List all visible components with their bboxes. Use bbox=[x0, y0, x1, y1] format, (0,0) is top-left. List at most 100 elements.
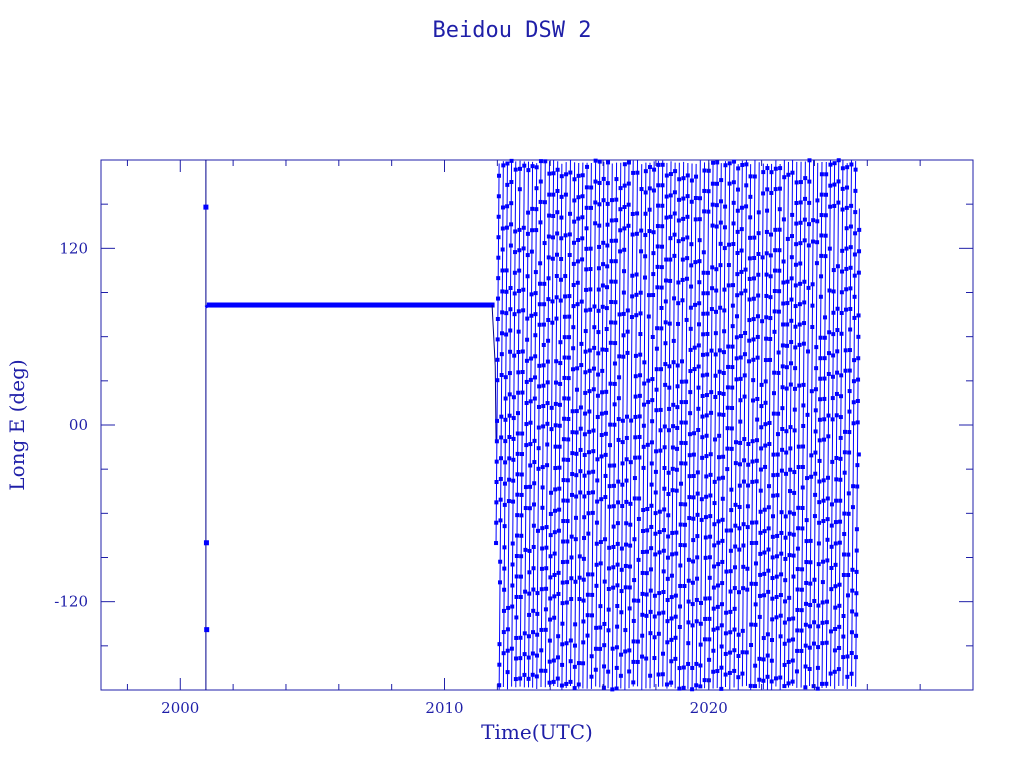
data-point bbox=[798, 200, 803, 205]
data-point bbox=[827, 246, 832, 251]
data-point bbox=[562, 416, 567, 421]
data-point bbox=[727, 181, 732, 186]
data-point bbox=[737, 526, 742, 531]
data-point bbox=[674, 551, 679, 556]
data-point bbox=[712, 543, 717, 548]
data-point bbox=[535, 653, 539, 658]
data-point bbox=[501, 630, 506, 635]
data-point bbox=[495, 337, 500, 342]
data-point bbox=[515, 533, 520, 538]
data-point bbox=[717, 391, 722, 396]
data-point bbox=[609, 198, 614, 203]
data-point bbox=[504, 268, 509, 273]
data-point bbox=[612, 402, 617, 407]
data-point bbox=[633, 414, 638, 419]
data-point bbox=[540, 546, 545, 551]
data-point bbox=[588, 246, 593, 251]
data-point bbox=[583, 349, 588, 354]
data-point bbox=[780, 385, 785, 390]
x-tick-label: 2010 bbox=[425, 699, 463, 717]
data-point bbox=[626, 223, 631, 228]
data-point bbox=[729, 508, 734, 513]
data-point bbox=[572, 686, 577, 691]
data-point bbox=[691, 495, 696, 500]
data-point bbox=[624, 435, 629, 440]
data-point bbox=[697, 259, 702, 264]
data-point bbox=[825, 558, 830, 563]
data-point bbox=[695, 555, 700, 560]
data-point bbox=[611, 544, 616, 549]
data-point bbox=[824, 640, 829, 645]
data-point bbox=[603, 537, 608, 542]
data-point bbox=[541, 383, 546, 388]
data-point bbox=[516, 350, 521, 355]
data-point bbox=[555, 655, 560, 660]
data-point bbox=[497, 683, 502, 688]
data-point bbox=[826, 434, 831, 439]
data-point bbox=[838, 456, 843, 461]
data-point bbox=[747, 276, 752, 281]
data-point bbox=[815, 198, 820, 203]
data-point bbox=[812, 620, 817, 625]
data-point bbox=[811, 684, 816, 689]
data-point bbox=[554, 273, 559, 278]
data-point bbox=[509, 222, 514, 227]
data-point bbox=[702, 168, 707, 173]
data-point bbox=[818, 356, 823, 361]
data-point bbox=[727, 161, 732, 166]
data-point bbox=[495, 378, 500, 383]
data-point bbox=[709, 348, 714, 353]
data-point bbox=[544, 525, 549, 530]
data-point bbox=[772, 288, 777, 293]
data-point bbox=[698, 684, 703, 689]
data-point bbox=[575, 302, 580, 307]
data-point bbox=[674, 467, 679, 472]
data-point bbox=[507, 392, 512, 397]
data-point bbox=[689, 178, 694, 183]
data-point bbox=[834, 455, 839, 460]
data-point bbox=[606, 628, 611, 633]
data-point bbox=[589, 654, 594, 659]
data-point bbox=[545, 442, 550, 447]
data-point bbox=[723, 631, 728, 636]
data-point bbox=[573, 537, 578, 542]
data-point bbox=[669, 616, 674, 621]
data-point bbox=[723, 163, 728, 168]
data-point bbox=[502, 502, 507, 507]
data-point bbox=[718, 305, 723, 310]
data-point bbox=[539, 668, 544, 673]
data-point bbox=[605, 181, 610, 186]
data-point bbox=[681, 216, 686, 221]
data-point bbox=[652, 656, 657, 661]
data-point bbox=[520, 349, 525, 354]
data-point bbox=[518, 574, 523, 579]
data-point bbox=[760, 255, 765, 260]
data-point bbox=[688, 326, 693, 331]
data-point bbox=[550, 256, 555, 261]
data-point bbox=[560, 560, 565, 565]
data-point bbox=[852, 315, 857, 320]
data-point bbox=[559, 683, 564, 688]
data-point bbox=[715, 181, 720, 186]
data-point bbox=[579, 363, 584, 368]
data-point bbox=[615, 521, 620, 526]
data-point bbox=[634, 272, 639, 277]
data-point bbox=[660, 203, 665, 208]
data-point bbox=[755, 417, 760, 422]
data-point bbox=[707, 616, 712, 621]
data-point bbox=[838, 477, 843, 482]
data-point bbox=[767, 484, 772, 489]
data-point bbox=[560, 642, 565, 647]
data-point bbox=[672, 211, 677, 216]
data-point bbox=[650, 377, 655, 382]
data-point bbox=[792, 386, 797, 391]
data-point bbox=[846, 511, 851, 516]
data-point bbox=[512, 353, 517, 358]
data-point bbox=[833, 605, 838, 610]
data-point bbox=[672, 190, 677, 195]
data-point bbox=[828, 183, 833, 188]
data-point bbox=[576, 195, 581, 200]
data-point bbox=[526, 676, 531, 681]
data-point bbox=[732, 648, 737, 653]
data-point bbox=[751, 378, 756, 383]
